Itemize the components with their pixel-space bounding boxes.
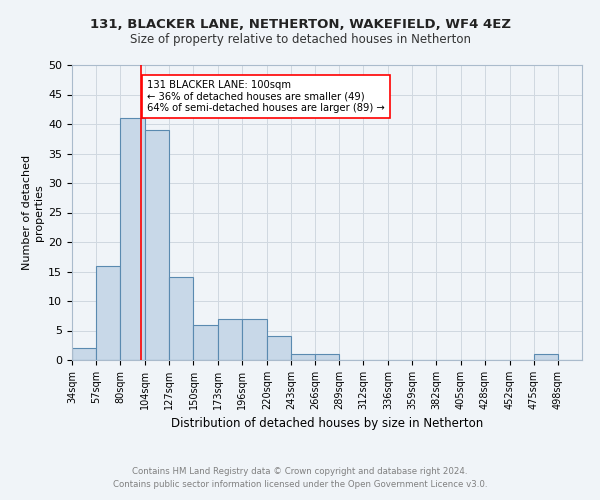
Text: Size of property relative to detached houses in Netherton: Size of property relative to detached ho… <box>130 32 470 46</box>
Bar <box>193 324 218 360</box>
Bar <box>534 354 558 360</box>
Bar <box>169 278 193 360</box>
Text: Contains HM Land Registry data © Crown copyright and database right 2024.: Contains HM Land Registry data © Crown c… <box>132 467 468 476</box>
Bar <box>218 318 242 360</box>
Bar <box>315 354 339 360</box>
Bar <box>145 130 169 360</box>
Text: 131 BLACKER LANE: 100sqm
← 36% of detached houses are smaller (49)
64% of semi-d: 131 BLACKER LANE: 100sqm ← 36% of detach… <box>148 80 385 113</box>
Bar <box>242 318 267 360</box>
X-axis label: Distribution of detached houses by size in Netherton: Distribution of detached houses by size … <box>171 418 483 430</box>
Y-axis label: Number of detached
properties: Number of detached properties <box>22 155 44 270</box>
Bar <box>291 354 315 360</box>
Text: 131, BLACKER LANE, NETHERTON, WAKEFIELD, WF4 4EZ: 131, BLACKER LANE, NETHERTON, WAKEFIELD,… <box>89 18 511 30</box>
Bar <box>72 348 96 360</box>
Bar <box>120 118 145 360</box>
Bar <box>267 336 291 360</box>
Bar <box>96 266 120 360</box>
Text: Contains public sector information licensed under the Open Government Licence v3: Contains public sector information licen… <box>113 480 487 489</box>
